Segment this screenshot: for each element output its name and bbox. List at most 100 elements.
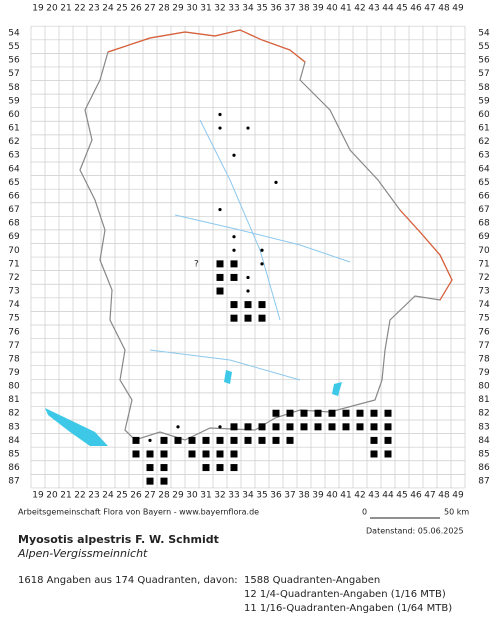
column-label: 27 — [144, 4, 155, 14]
column-label: 30 — [186, 491, 198, 501]
row-label: 69 — [478, 232, 490, 242]
row-label: 81 — [8, 395, 19, 405]
occurrence-square — [244, 436, 252, 444]
column-label: 35 — [256, 491, 267, 501]
column-label: 36 — [270, 491, 282, 501]
row-label: 78 — [8, 354, 20, 364]
occurrence-square — [230, 450, 238, 458]
column-label: 49 — [452, 491, 464, 501]
occurrence-square — [202, 464, 210, 472]
credit: Arbeitsgemeinschaft Flora von Bayern - w… — [18, 508, 259, 517]
occurrence-square — [370, 436, 378, 444]
row-label: 74 — [478, 300, 490, 310]
row-label: 70 — [478, 246, 490, 256]
row-label: 55 — [8, 42, 19, 52]
row-label: 76 — [478, 327, 490, 337]
row-label: 73 — [8, 287, 19, 297]
row-label: 86 — [478, 463, 490, 473]
column-label: 47 — [424, 4, 435, 14]
column-label: 32 — [214, 4, 225, 14]
occurrence-square — [356, 409, 364, 417]
occurrence-square — [160, 436, 168, 444]
column-label: 19 — [32, 491, 44, 501]
occurrence-square — [384, 436, 392, 444]
column-label: 23 — [88, 4, 99, 14]
row-label: 75 — [478, 314, 489, 324]
column-label: 47 — [424, 491, 435, 501]
column-label: 19 — [32, 4, 44, 14]
row-label: 80 — [478, 382, 490, 392]
occurrences — [132, 112, 392, 485]
occurrence-square — [244, 314, 252, 322]
row-label: 67 — [478, 205, 489, 215]
column-label: 35 — [256, 4, 267, 14]
occurrence-square — [216, 273, 224, 281]
column-label: 46 — [410, 491, 422, 501]
occurrence-square — [272, 436, 280, 444]
row-label: 83 — [8, 422, 19, 432]
occurrence-square — [230, 436, 238, 444]
count: 1588 Quadranten-Angaben — [244, 575, 380, 586]
column-label: 29 — [172, 4, 184, 14]
column-label: 20 — [46, 4, 58, 14]
occurrence-square — [230, 464, 238, 472]
occurrence-dot — [232, 235, 236, 239]
occurrence-dot — [148, 438, 152, 442]
row-label: 71 — [478, 259, 489, 269]
column-label: 43 — [368, 491, 379, 501]
column-label: 43 — [368, 4, 379, 14]
row-label: 84 — [8, 436, 20, 446]
row-label: 79 — [8, 368, 20, 378]
column-label: 46 — [410, 4, 422, 14]
occurrence-square — [174, 436, 182, 444]
occurrence-dot — [218, 207, 222, 212]
occurrence-square — [202, 450, 210, 458]
row-label: 82 — [478, 409, 489, 419]
row-label: 62 — [8, 137, 19, 147]
occurrence-dot — [218, 112, 222, 117]
occurrence-square — [314, 409, 322, 417]
occurrence-square — [258, 314, 266, 322]
row-label: 87 — [8, 477, 19, 487]
row-label: 79 — [478, 368, 490, 378]
occurrence-square — [328, 409, 336, 417]
occurrence-dot — [274, 411, 278, 415]
column-label: 42 — [354, 491, 365, 501]
count: 12 1/4-Quadranten-Angaben (1/16 MTB) — [244, 589, 446, 600]
row-label: 82 — [8, 409, 19, 419]
occurrence-square — [300, 409, 308, 417]
column-label: 25 — [116, 4, 127, 14]
row-label: 63 — [478, 151, 489, 161]
column-label: 37 — [284, 491, 295, 501]
row-label: 56 — [8, 56, 20, 66]
column-label: 41 — [340, 491, 351, 501]
occurrence-square — [216, 436, 224, 444]
column-label: 39 — [312, 491, 324, 501]
column-label: 23 — [88, 491, 99, 501]
row-label: 66 — [8, 191, 20, 201]
occurrence-square — [216, 464, 224, 472]
row-label: 61 — [478, 124, 489, 134]
column-label: 45 — [396, 491, 407, 501]
occurrence-square — [258, 301, 266, 309]
occurrence-square — [300, 423, 308, 431]
row-label: 64 — [8, 164, 20, 174]
occurrence-square — [328, 423, 336, 431]
column-label: 48 — [438, 4, 450, 14]
question-mark: ? — [194, 259, 199, 269]
occurrence-dot — [260, 248, 264, 252]
occurrence-square — [286, 409, 294, 417]
column-label: 32 — [214, 491, 225, 501]
row-label: 63 — [8, 151, 19, 161]
occurrence-dot — [260, 262, 264, 266]
row-label: 65 — [478, 178, 489, 188]
row-label: 72 — [8, 273, 19, 283]
row-label: 75 — [8, 314, 19, 324]
occurrence-square — [160, 477, 168, 485]
occurrence-square — [384, 423, 392, 431]
column-label: 22 — [74, 491, 85, 501]
column-label: 27 — [144, 491, 155, 501]
row-label: 72 — [478, 273, 489, 283]
column-label: 28 — [158, 4, 170, 14]
occurrence-square — [146, 464, 154, 472]
